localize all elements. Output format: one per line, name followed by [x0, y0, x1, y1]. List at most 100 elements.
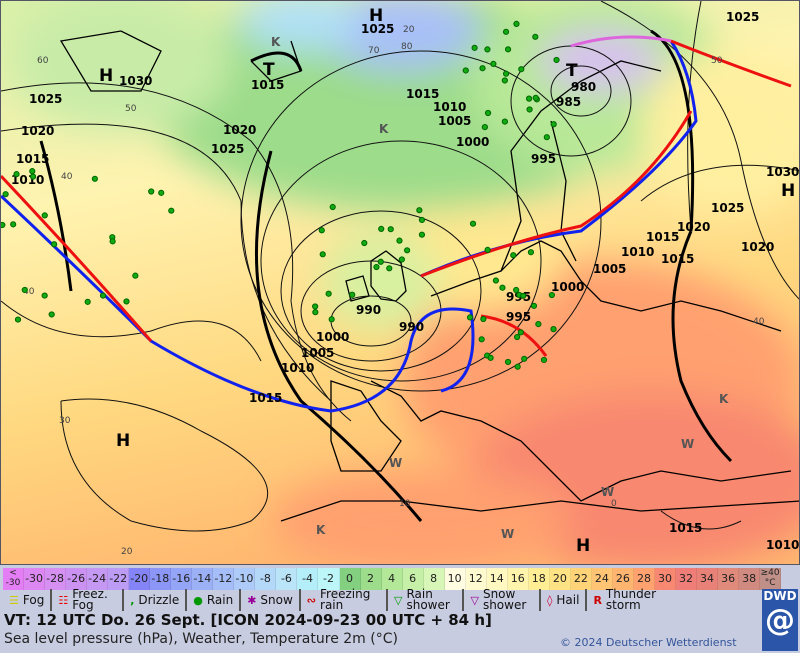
- rain-symbol: [502, 28, 510, 35]
- rain-symbol: [312, 303, 319, 310]
- pressure-label: 1005: [301, 346, 334, 360]
- scale-swatch: 22: [570, 568, 592, 590]
- temperature-contour-label: 50: [711, 56, 723, 66]
- pressure-label: 1025: [711, 201, 744, 215]
- pressure-label: 1005: [593, 262, 626, 276]
- pressure-center-label: H: [369, 6, 383, 26]
- rain-symbol: [492, 277, 500, 284]
- drizzle-icon: ,: [130, 593, 135, 607]
- rain-symbol: [462, 67, 469, 74]
- scale-swatch: 30: [654, 568, 676, 590]
- scale-swatch: -14: [192, 568, 214, 590]
- rain-symbol: [319, 251, 326, 258]
- rain-symbol: [386, 265, 393, 272]
- rain-symbol: [478, 336, 485, 343]
- valid-time: VT: 12 UTC Do. 26 Sept. [ICON 2024-09-23…: [4, 611, 492, 629]
- rain-symbol: [84, 298, 91, 305]
- rain-symbol: [480, 315, 487, 323]
- temperature-color-scale: < -30 -30 -28 -26 -24 -22 -20 -18 -16 -14 -12 -10 -8…: [3, 568, 782, 590]
- rain-symbol: [396, 237, 403, 244]
- rain-symbol: [517, 329, 524, 336]
- rain-symbol: [553, 56, 560, 64]
- temperature-contour-label: 50: [125, 104, 137, 114]
- scale-swatch: -10: [234, 568, 256, 590]
- rain-symbol: [548, 291, 555, 299]
- pressure-center-label: T: [263, 60, 275, 80]
- rain-symbol: [328, 316, 335, 323]
- rain-symbol: [504, 358, 512, 366]
- rain-symbol: [29, 173, 37, 180]
- rain-symbol: [499, 284, 506, 291]
- temperature-labels: 60 50 40 40 30 20 20 10 0 70 80 50 40: [23, 25, 765, 557]
- temperature-contour-label: 20: [121, 547, 133, 557]
- pressure-center-label: H: [781, 181, 795, 201]
- rain-symbol: [349, 291, 356, 298]
- pressure-center-label: H: [99, 66, 113, 86]
- rain-symbol: [514, 333, 521, 341]
- rain-symbol: [378, 225, 385, 233]
- rain-symbol: [148, 188, 155, 195]
- pressure-label: 1015: [661, 252, 694, 266]
- rain-symbol: [550, 121, 557, 128]
- rain-symbol: [513, 20, 520, 27]
- scale-swatch: -6: [276, 568, 298, 590]
- rain-symbol: [1, 221, 6, 229]
- copyright: © 2024 Deutscher Wetterdienst: [560, 636, 737, 649]
- temperature-contour-label: 80: [401, 42, 413, 52]
- dwd-logo: DWD @: [762, 589, 798, 651]
- pressure-label: 1025: [361, 22, 394, 36]
- pressure-label: 1025: [726, 10, 759, 24]
- rain-symbol: [41, 212, 48, 219]
- pressure-label: 1020: [21, 124, 54, 138]
- pressure-label: 1015: [251, 78, 284, 92]
- scale-swatch: < -30: [3, 568, 25, 590]
- rain-symbol: [484, 109, 492, 117]
- weather-symbols: [1, 20, 560, 370]
- pressure-label: 1030: [119, 74, 152, 88]
- scale-swatch: -12: [213, 568, 235, 590]
- warm-front: [1, 39, 792, 357]
- rain-symbol: [527, 249, 535, 256]
- scale-swatch: 36: [718, 568, 740, 590]
- scale-swatch: -4: [297, 568, 319, 590]
- rain-symbol: [329, 203, 336, 211]
- pressure-label: 1000: [316, 330, 349, 344]
- scale-swatch: 2: [360, 568, 382, 590]
- scale-swatch: -2: [318, 568, 340, 590]
- snow-shower-icon: ▽: [470, 593, 479, 607]
- pressure-center-label: T: [566, 61, 578, 81]
- rain-symbol: [532, 33, 539, 40]
- rain-symbol: [469, 220, 477, 227]
- pressure-label: 1025: [211, 142, 244, 156]
- pressure-label: 1030: [766, 165, 799, 179]
- rain-symbol: [398, 256, 405, 263]
- rain-symbol: [418, 216, 426, 224]
- scale-swatch: 6: [402, 568, 424, 590]
- scale-swatch: ≥40 °C: [760, 568, 782, 590]
- scale-swatch: -22: [108, 568, 130, 590]
- pressure-center-label: W: [681, 437, 694, 451]
- pressure-label: 1010: [766, 538, 799, 552]
- rain-symbol: [521, 355, 528, 362]
- pressure-label: 1000: [551, 280, 584, 294]
- rain-symbol: [109, 238, 116, 245]
- scale-swatch: 0: [339, 568, 361, 590]
- pressure-label: 1010: [621, 245, 654, 259]
- rain-symbol: [481, 123, 488, 131]
- scale-swatch: -30: [24, 568, 46, 590]
- temperature-contour-label: 40: [23, 287, 35, 297]
- legend-freezing-fog: ☷ Freez. Fog: [52, 588, 125, 611]
- rain-symbol: [535, 320, 542, 328]
- weather-map: 1025 1030 1015 1025 1020 1025 1015 1010 1020 1015…: [0, 0, 800, 565]
- swirl-icon: @: [765, 603, 795, 638]
- pressure-label: 990: [356, 303, 381, 317]
- rain-symbol: [479, 65, 486, 72]
- pressure-label: 1020: [677, 220, 710, 234]
- rain-symbol: [520, 292, 527, 299]
- temperature-contour-label: 40: [753, 317, 765, 327]
- thunderstorm-icon: R: [593, 593, 602, 607]
- rain-symbol: [51, 241, 58, 248]
- rain-symbol: [525, 95, 533, 102]
- pressure-label: 1015: [646, 230, 679, 244]
